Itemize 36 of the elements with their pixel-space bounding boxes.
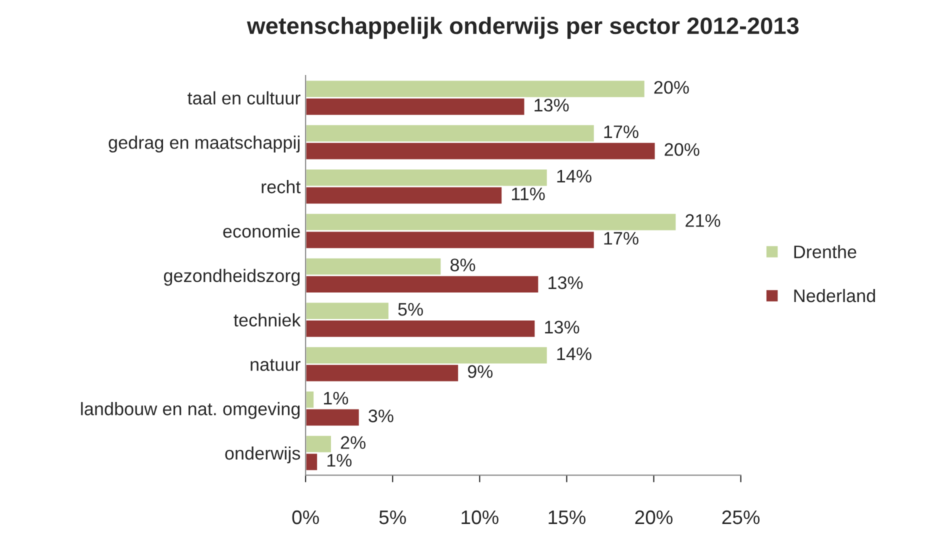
data-label: 8%	[450, 258, 476, 272]
data-label: 17%	[604, 232, 638, 245]
data-label: 9%	[468, 365, 493, 378]
x-tick-label: 10%	[462, 510, 498, 524]
y-tick-label: techniek	[234, 313, 301, 327]
data-label: 13%	[548, 276, 583, 290]
y-tick-label: economie	[223, 224, 300, 238]
x-tick-label: 25%	[722, 510, 760, 524]
data-label: 1%	[327, 454, 352, 467]
data-label: 5%	[398, 303, 423, 316]
y-tick-label: gedrag en maatschappij	[108, 136, 300, 152]
x-tick-label: 0%	[292, 510, 319, 524]
legend-label: Nederland	[794, 288, 875, 302]
data-label: 13%	[545, 320, 580, 334]
data-label: 14%	[557, 347, 592, 360]
y-tick-label: onderwijs	[225, 446, 300, 464]
legend-label: Drenthe	[794, 245, 856, 258]
data-label: 17%	[604, 125, 638, 138]
data-label: 3%	[368, 410, 394, 422]
data-label: 14%	[557, 170, 592, 182]
data-label: 11%	[512, 188, 545, 200]
data-label: 20%	[654, 80, 689, 94]
data-label: 20%	[664, 143, 700, 156]
data-label: 21%	[686, 214, 720, 227]
data-label: 2%	[340, 436, 366, 449]
data-label: 13%	[534, 98, 569, 112]
y-tick-label: taal en cultuur	[188, 91, 300, 105]
y-tick-label: natuur	[250, 359, 300, 371]
x-tick-label: 15%	[548, 510, 586, 524]
x-tick-label: 5%	[379, 510, 406, 524]
x-tick-label: 20%	[635, 510, 673, 524]
y-tick-label: gezondheidszorg	[164, 268, 300, 286]
chart-title: wetenschappelijk onderwijs per sector 2012-2013	[246, 16, 799, 39]
y-tick-label: landbouw en nat. omgeving	[81, 402, 300, 419]
y-tick-label: recht	[262, 180, 301, 194]
data-label: 1%	[324, 392, 348, 404]
